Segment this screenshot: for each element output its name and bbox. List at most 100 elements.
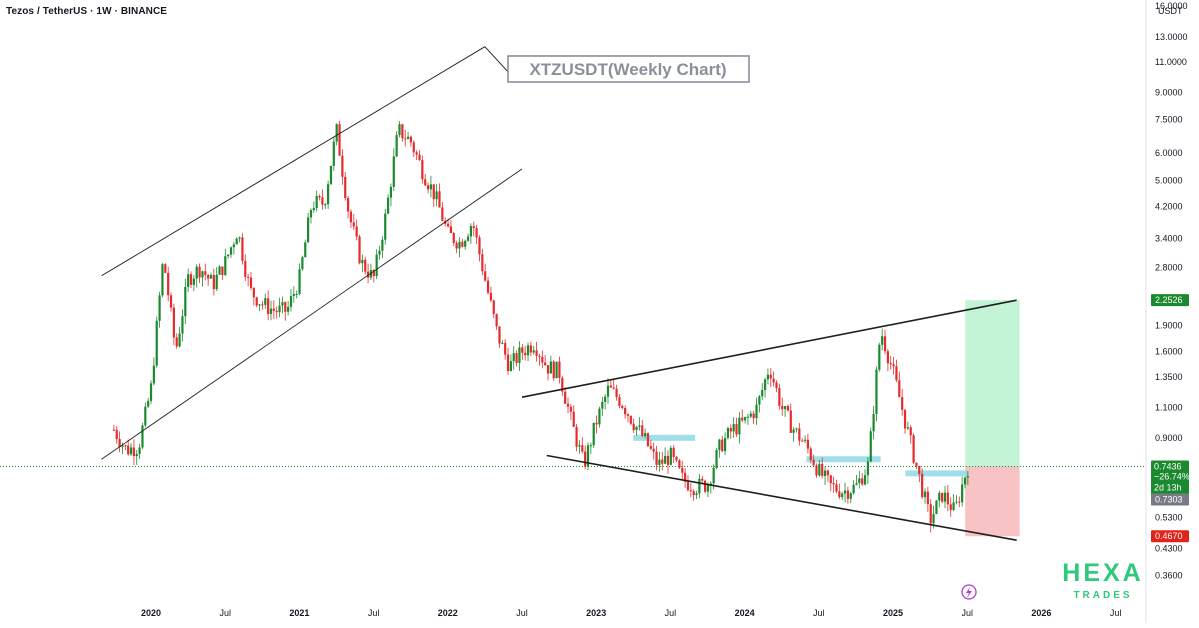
candle-up bbox=[669, 447, 672, 465]
candle-up bbox=[195, 266, 198, 279]
candle-down bbox=[815, 465, 818, 476]
candle-down bbox=[486, 280, 490, 293]
candle-down bbox=[675, 456, 678, 461]
candle-down bbox=[778, 388, 781, 406]
symbol-title: Tezos / TetherUS · 1W · BINANCE bbox=[6, 6, 168, 17]
candle-up bbox=[872, 413, 875, 432]
candle-up bbox=[386, 197, 390, 214]
candle-up bbox=[135, 453, 138, 457]
candle-down bbox=[581, 445, 584, 452]
candle-up bbox=[429, 184, 433, 190]
candle-down bbox=[432, 184, 435, 200]
candle-up bbox=[406, 136, 410, 140]
candle-up bbox=[138, 447, 141, 454]
candle-down bbox=[132, 447, 135, 457]
candle-up bbox=[307, 217, 310, 243]
candle-down bbox=[564, 391, 567, 404]
candle-up bbox=[192, 278, 195, 285]
candle-up bbox=[935, 500, 938, 514]
candle-down bbox=[921, 473, 924, 498]
annotation-title: XTZUSDT(Weekly Chart) bbox=[529, 60, 726, 79]
candle-down bbox=[772, 378, 775, 383]
price-tick-label: 3.4000 bbox=[1155, 233, 1183, 243]
candle-down bbox=[912, 435, 915, 463]
time-axis[interactable]: 2020 Jul 2021 Jul 2022 Jul 2023 Jul 2024 Jul 2025 J… bbox=[141, 608, 1121, 618]
candle-down bbox=[524, 352, 527, 356]
candle-down bbox=[655, 451, 658, 465]
candle-down bbox=[504, 343, 507, 355]
candle-down bbox=[729, 428, 732, 432]
annotation-connector bbox=[484, 46, 511, 75]
candle-up bbox=[795, 428, 798, 430]
candle-down bbox=[349, 211, 353, 223]
time-tick-label: 2025 bbox=[883, 608, 903, 618]
candle-down bbox=[775, 382, 778, 389]
candle-down bbox=[686, 481, 690, 491]
candle-up bbox=[184, 286, 187, 317]
price-tick-label: 6.0000 bbox=[1155, 148, 1183, 158]
candle-up bbox=[712, 468, 715, 484]
stop-price-label-bg bbox=[1151, 530, 1189, 543]
candle-down bbox=[752, 413, 755, 419]
candle-down bbox=[255, 297, 258, 306]
candle-up bbox=[301, 257, 304, 270]
candle-up bbox=[324, 204, 327, 206]
candle-up bbox=[943, 492, 947, 502]
support-zone bbox=[806, 456, 881, 463]
candle-down bbox=[541, 356, 544, 363]
time-tick-label: 2021 bbox=[289, 608, 309, 618]
price-axis[interactable]: 16.0000 13.0000 11.0000 9.0000 7.5000 6.0000 5… bbox=[1155, 1, 1188, 580]
candle-down bbox=[929, 504, 932, 524]
candle-up bbox=[289, 296, 293, 307]
candle-up bbox=[604, 396, 607, 402]
candle-up bbox=[181, 316, 184, 334]
candle-down bbox=[895, 366, 898, 381]
candle-up bbox=[923, 491, 927, 498]
candle-up bbox=[695, 493, 698, 496]
candle-down bbox=[903, 409, 907, 429]
candle-down bbox=[372, 269, 375, 277]
lightning-icon bbox=[961, 584, 977, 600]
candle-down bbox=[275, 310, 278, 313]
candle-up bbox=[141, 425, 144, 448]
candle-down bbox=[926, 491, 929, 505]
candle-up bbox=[298, 269, 301, 294]
candle-down bbox=[615, 388, 618, 398]
candle-down bbox=[812, 459, 815, 466]
candle-down bbox=[575, 426, 578, 447]
candle-down bbox=[681, 467, 684, 473]
time-tick-label: 2022 bbox=[438, 608, 458, 618]
candle-up bbox=[758, 396, 761, 405]
candle-down bbox=[572, 411, 575, 427]
candle-up bbox=[783, 406, 787, 410]
candle-up bbox=[932, 513, 935, 524]
candle-up bbox=[258, 304, 261, 306]
candle-down bbox=[595, 422, 598, 425]
candle-down bbox=[735, 424, 738, 435]
candle-down bbox=[452, 233, 455, 243]
candle-down bbox=[221, 266, 224, 275]
candle-up bbox=[881, 336, 884, 345]
candle-up bbox=[375, 254, 378, 277]
candle-up bbox=[589, 445, 592, 447]
candle-up bbox=[532, 350, 535, 353]
candle-down bbox=[515, 353, 518, 363]
candle-down bbox=[495, 314, 498, 327]
lower-channel-line bbox=[101, 168, 523, 460]
candle-down bbox=[661, 459, 664, 464]
candle-down bbox=[566, 403, 570, 407]
support-zone bbox=[905, 470, 968, 477]
candle-down bbox=[901, 397, 904, 410]
candle-up bbox=[121, 445, 124, 447]
candle-up bbox=[598, 408, 601, 425]
candle-up bbox=[658, 459, 661, 465]
candle-up bbox=[178, 333, 181, 347]
candle-up bbox=[858, 478, 861, 484]
candle-down bbox=[455, 242, 458, 249]
time-tick-label: Jul bbox=[813, 608, 825, 618]
candle-up bbox=[218, 266, 221, 275]
candle-up bbox=[952, 502, 955, 511]
price-tick-label: 1.9000 bbox=[1155, 321, 1183, 331]
